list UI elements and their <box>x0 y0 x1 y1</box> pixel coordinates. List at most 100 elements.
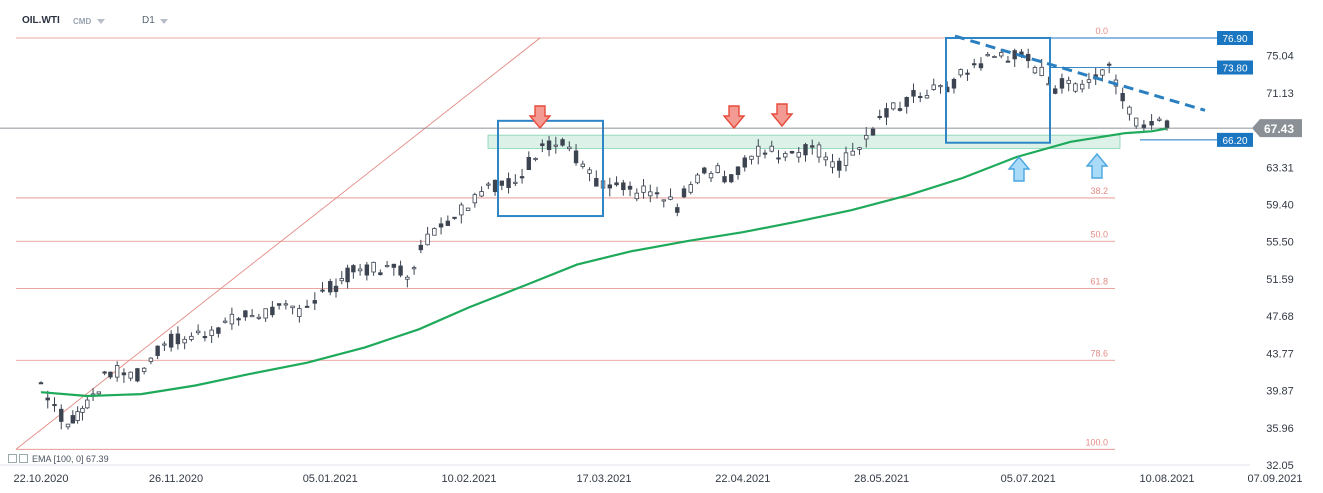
candle-body <box>742 157 747 168</box>
candle-body <box>1164 120 1170 129</box>
candle-body <box>843 152 849 166</box>
candle-body <box>749 155 754 160</box>
ema-line <box>40 127 1168 398</box>
candle-body <box>519 176 525 179</box>
candle-body <box>580 163 586 167</box>
chevron-down-icon[interactable] <box>160 19 168 24</box>
candle-body <box>1100 69 1105 76</box>
candle-body <box>121 372 127 376</box>
settings-icon[interactable] <box>19 454 28 463</box>
candle-body <box>405 276 410 280</box>
fib-level-label: 78.6 <box>1090 348 1108 358</box>
x-tick-label: 26.11.2020 <box>149 473 203 485</box>
candle-body <box>276 303 282 306</box>
arrow-up-icon <box>1007 155 1031 182</box>
candle-body <box>45 397 50 401</box>
candle-body <box>297 308 302 317</box>
candle-body <box>1039 66 1044 76</box>
candle-body <box>668 196 673 200</box>
fib-level-label: 61.8 <box>1090 276 1108 286</box>
candle-body <box>432 228 437 236</box>
candle-body <box>533 157 538 160</box>
candle-body <box>526 156 532 171</box>
candle-body <box>661 199 666 202</box>
candle-body <box>803 144 808 156</box>
candle-body <box>411 267 417 270</box>
candle-body <box>270 306 275 316</box>
candle-body <box>445 220 451 226</box>
candle-body <box>486 183 491 186</box>
arrow-down-icon <box>770 103 794 128</box>
y-tick-label: 51.59 <box>1266 274 1294 286</box>
candle-body <box>256 316 262 319</box>
candle-body <box>708 172 714 179</box>
candle-body <box>884 108 889 118</box>
candle-body <box>756 145 761 157</box>
x-tick-label: 10.08.2021 <box>1139 473 1194 485</box>
visibility-icon[interactable] <box>8 454 17 463</box>
candle-body <box>951 78 957 89</box>
market-label[interactable]: CMD <box>73 17 92 26</box>
candle-body <box>634 192 639 200</box>
candle-body <box>290 305 295 309</box>
candle-body <box>378 272 383 276</box>
candle-body <box>1106 63 1112 66</box>
candle-body <box>182 338 187 344</box>
candle-body <box>320 289 325 292</box>
candle-body <box>1073 83 1078 92</box>
candle-body <box>587 169 592 174</box>
candle-body <box>1066 79 1071 84</box>
candle-body <box>789 150 795 154</box>
candle-body <box>695 174 700 184</box>
candle-body <box>1005 60 1011 63</box>
top-range-box[interactable] <box>945 37 1051 144</box>
x-tick-label: 22.04.2021 <box>715 473 770 485</box>
x-tick-label: 07.09.2021 <box>1247 473 1302 485</box>
candle-body <box>796 152 801 158</box>
candle-body <box>1120 93 1125 102</box>
level-tag: 76.90 <box>1222 34 1247 45</box>
candle-body <box>70 415 76 424</box>
candle-body <box>837 160 842 171</box>
candle-body <box>114 365 120 378</box>
candle-body <box>75 411 80 421</box>
indicator-legend[interactable]: EMA [100, 0] 67.39 <box>8 454 109 464</box>
indicator-value: 67.39 <box>86 454 109 464</box>
candle-body <box>918 96 923 99</box>
candle-body <box>729 174 734 183</box>
candle-body <box>648 191 653 197</box>
candle-body <box>189 335 194 340</box>
y-tick-label: 47.68 <box>1266 311 1294 323</box>
x-tick-label: 05.01.2021 <box>303 473 358 485</box>
current-price-tag-bg <box>1252 119 1302 138</box>
level-tag-bg <box>1217 132 1253 147</box>
candle-body <box>850 150 855 156</box>
y-tick-label: 75.04 <box>1266 51 1294 63</box>
x-tick-label: 10.02.2021 <box>442 473 497 485</box>
candle-body <box>175 333 181 345</box>
candle-body <box>870 128 876 136</box>
candle-body <box>357 268 363 272</box>
candle-body <box>391 263 397 268</box>
y-tick-label: 32.05 <box>1266 460 1294 472</box>
fib-level-label: 38.2 <box>1090 186 1108 196</box>
candle-body <box>459 204 464 216</box>
downtrend-line[interactable] <box>954 34 1206 112</box>
candle-body <box>364 264 370 276</box>
symbol-label[interactable]: OIL.WTI <box>22 15 60 26</box>
candle-body <box>283 303 289 306</box>
candle-body <box>263 308 268 319</box>
candle-body <box>810 145 815 148</box>
consolidation-box[interactable] <box>497 119 604 218</box>
chevron-down-icon[interactable] <box>97 19 105 24</box>
candle-body <box>384 265 390 268</box>
candle-body <box>830 161 835 168</box>
candle-body <box>904 97 909 107</box>
candle-body <box>1026 53 1031 62</box>
timeframe-label[interactable]: D1 <box>142 15 155 26</box>
candle-body <box>911 90 916 97</box>
candle-body <box>931 84 936 90</box>
candle-body <box>229 313 235 325</box>
y-tick-label: 35.96 <box>1266 423 1294 435</box>
